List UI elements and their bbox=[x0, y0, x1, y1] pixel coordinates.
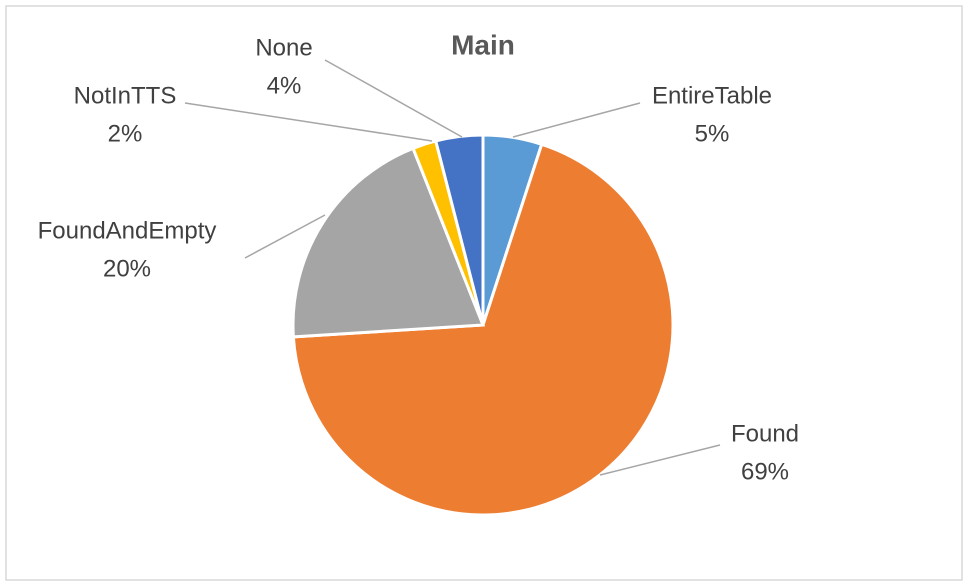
slice-value-label: 2% bbox=[108, 120, 143, 147]
leader-line bbox=[512, 102, 641, 138]
slice-label: FoundAndEmpty bbox=[38, 217, 217, 244]
slice-label: None bbox=[255, 34, 312, 61]
chart-title: Main bbox=[451, 29, 515, 60]
slice-value-label: 5% bbox=[695, 120, 730, 147]
slice-label: EntireTable bbox=[652, 82, 772, 109]
pie-slice bbox=[433, 133, 485, 326]
leader-line bbox=[324, 59, 463, 138]
pie-slice bbox=[291, 142, 675, 517]
leader-line bbox=[184, 102, 433, 142]
pie-slice bbox=[291, 146, 486, 339]
leader-line bbox=[599, 444, 721, 476]
slice-value-label: 4% bbox=[267, 72, 302, 99]
slice-value-label: 20% bbox=[103, 255, 151, 282]
slice-value-label: 69% bbox=[741, 458, 789, 485]
leader-line bbox=[244, 214, 326, 259]
slice-label: NotInTTS bbox=[74, 82, 177, 109]
slice-label: Found bbox=[731, 420, 799, 447]
